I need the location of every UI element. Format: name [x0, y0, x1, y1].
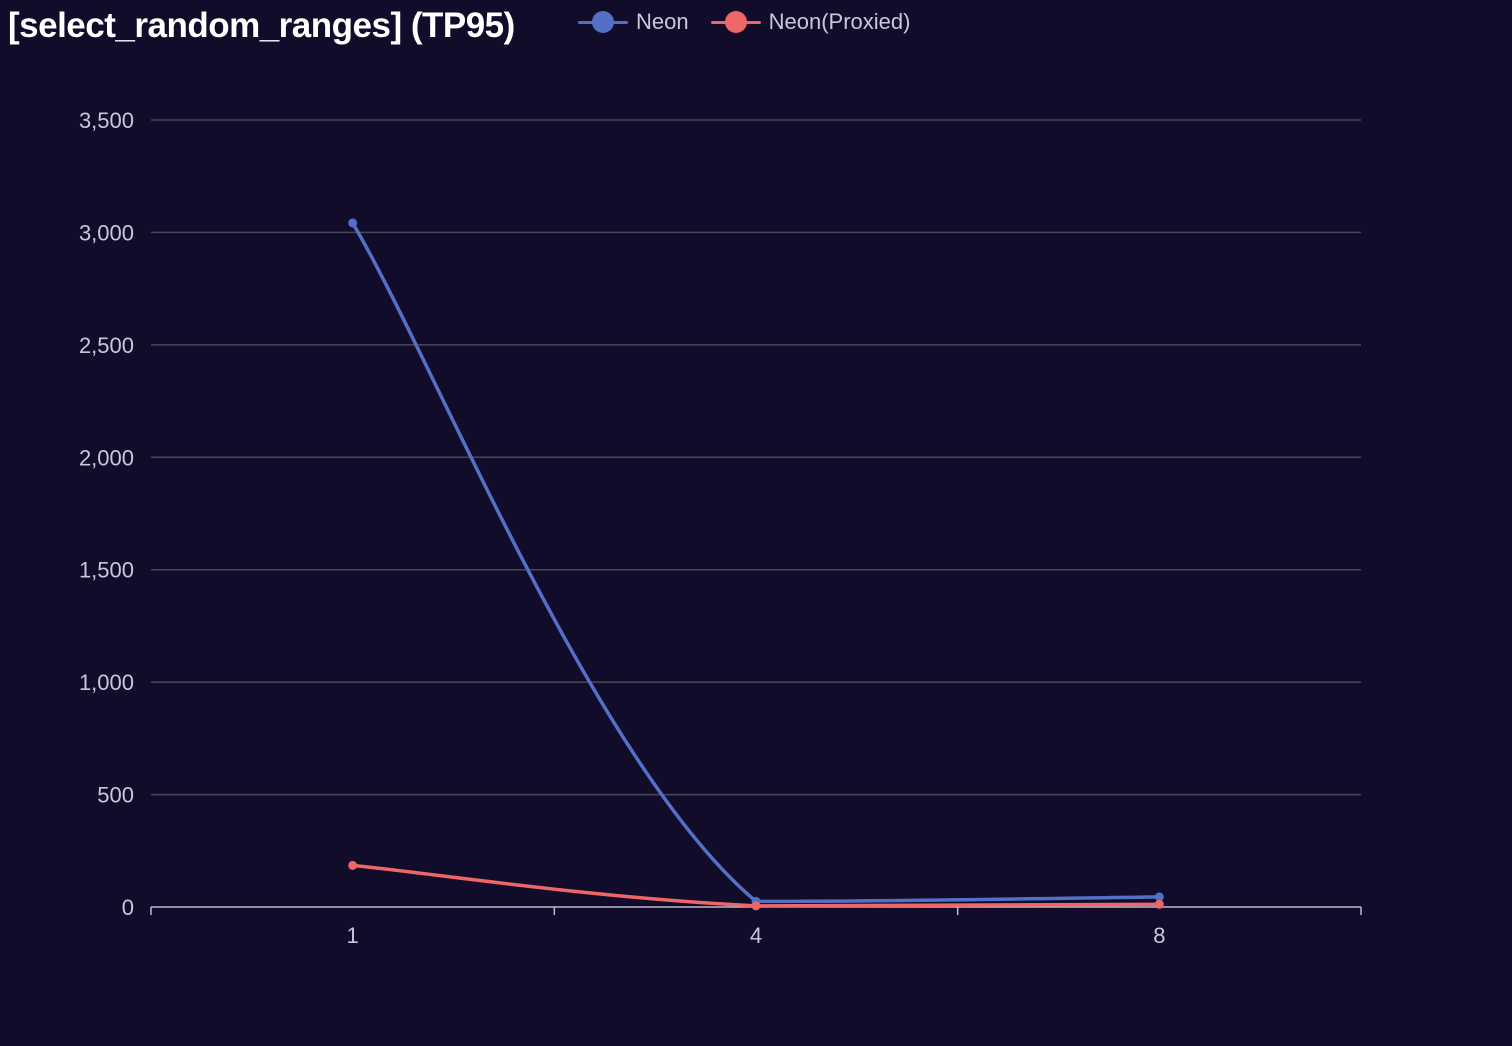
y-tick-label: 500 [97, 783, 134, 808]
x-tick-label: 8 [1153, 923, 1165, 948]
y-tick-label: 3,500 [79, 108, 134, 133]
chart-title: [select_random_ranges] (TP95) [8, 6, 515, 45]
legend-symbol-neon-proxied [710, 9, 761, 35]
y-tick-label: 3,000 [79, 220, 134, 245]
data-point-neon-proxied-4 [751, 901, 761, 911]
legend: Neon Neon(Proxied) [578, 9, 910, 35]
data-point-neon-proxied-8 [1154, 899, 1164, 909]
series-line-neon [350, 221, 1162, 904]
x-tick-label: 4 [750, 923, 762, 948]
legend-item-neon[interactable]: Neon [578, 9, 689, 35]
legend-label-neon-proxied: Neon(Proxied) [768, 9, 911, 34]
y-tick-label: 0 [122, 895, 134, 920]
y-tick-label: 1,000 [79, 670, 134, 695]
legend-item-neon-proxied[interactable]: Neon(Proxied) [710, 9, 911, 35]
data-point-neon-proxied-1 [348, 860, 358, 870]
y-tick-label: 1,500 [79, 558, 134, 583]
legend-symbol-neon [578, 9, 628, 35]
data-point-neon-8 [1154, 892, 1164, 902]
y-tick-label: 2,000 [79, 445, 134, 470]
y-tick-label: 2,500 [79, 333, 134, 358]
x-tick-label: 1 [347, 923, 359, 948]
data-point-neon-1 [348, 218, 358, 228]
legend-label-neon: Neon [636, 9, 689, 34]
